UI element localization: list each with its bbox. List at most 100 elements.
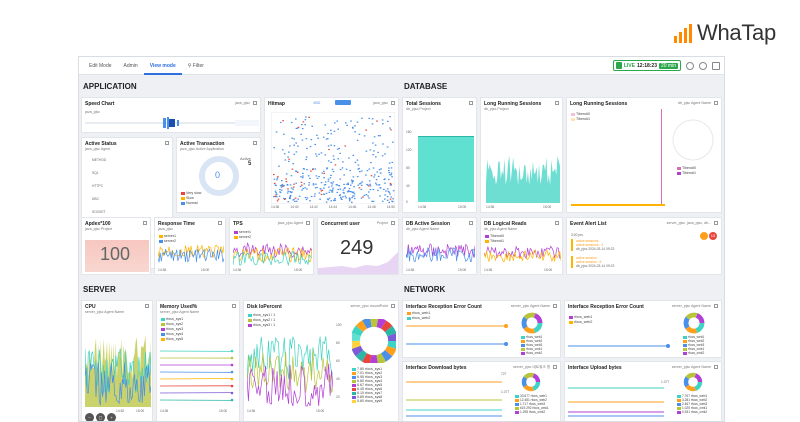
hitmap-point [334, 199, 337, 201]
time-range-badge[interactable]: 20 min [658, 62, 678, 69]
long-running-chart[interactable] [486, 153, 560, 203]
hitmap-point [303, 183, 306, 185]
hitmap-point [309, 200, 311, 202]
expand-icon[interactable] [391, 101, 395, 105]
whatap-logo: WhaTap [674, 20, 776, 46]
tab-edit-mode[interactable]: Edit Mode [89, 62, 112, 69]
expand-icon[interactable] [469, 221, 473, 225]
expand-icon[interactable] [253, 101, 257, 105]
expand-icon[interactable] [469, 101, 473, 105]
expand-icon[interactable] [714, 304, 718, 308]
legend-web2: rfocs_web2 [407, 316, 430, 320]
hitmap-point [320, 193, 323, 195]
expand-icon[interactable] [714, 101, 718, 105]
expand-icon[interactable] [145, 304, 149, 308]
disk-io-donut[interactable] [352, 319, 396, 363]
interface-error-chart[interactable] [568, 326, 678, 350]
hitmap-point [289, 196, 291, 199]
hitmap-point [348, 188, 351, 190]
response-time-chart[interactable] [158, 244, 224, 266]
network-list-item: rfocs_cmk2 [683, 351, 704, 355]
cpu-chart[interactable] [85, 331, 151, 407]
alert-item[interactable]: active sessions active sessions : 3 db_p… [571, 239, 691, 251]
hitmap-point [309, 146, 312, 148]
expand-icon[interactable] [143, 221, 147, 225]
hitmap-point [305, 156, 308, 158]
hitmap-point [380, 168, 382, 170]
interface-upload-chart[interactable] [568, 378, 678, 420]
legend-sys5: rfocs_sys5 [161, 337, 183, 341]
hitmap-point [360, 184, 363, 186]
hitmap-point [292, 199, 295, 201]
disk-io-list: 7.80 rfocs_sys1 7.01 rfocs_sys2 6.95 rfocs… [352, 367, 382, 403]
hitmap-point [274, 190, 277, 192]
hitmap-point [300, 133, 302, 135]
donut-segment [521, 372, 541, 392]
hitmap-point [392, 201, 394, 203]
expand-icon[interactable] [218, 221, 222, 225]
tps-chart[interactable] [233, 242, 312, 266]
zoom-in-icon[interactable]: + [107, 413, 116, 421]
hitmap-point [315, 175, 318, 177]
y-tick: 100 [336, 323, 342, 327]
hitmap-point [353, 197, 356, 200]
disk-io-chart[interactable] [247, 331, 333, 407]
interface-download-chart[interactable] [406, 378, 516, 420]
tab-view-mode[interactable]: View mode [143, 57, 182, 75]
hitmap-point [286, 184, 289, 186]
hitmap-point [318, 176, 320, 178]
pause-icon[interactable] [615, 62, 622, 69]
expand-icon[interactable] [232, 304, 236, 308]
hitmap-point [302, 121, 305, 123]
expand-icon[interactable] [555, 221, 559, 225]
expand-icon[interactable] [391, 221, 395, 225]
db-active-session-chart[interactable] [406, 242, 475, 266]
panel-sub: db_pjsc Agent Name [406, 227, 440, 231]
hitmap-point [283, 133, 285, 135]
panel-sub: db_pjsc Agent Name [484, 227, 518, 231]
interface-upload-donut[interactable] [683, 372, 703, 392]
zoom-out-icon[interactable]: − [85, 413, 94, 421]
expand-icon[interactable] [165, 141, 169, 145]
hitmap-xaxis: 14:36 14:40 14:42 14:44 14:46 14:48 14:5… [271, 205, 395, 209]
panel-title: Memory Used% [160, 304, 198, 310]
hitmap-point [346, 183, 348, 185]
hitmap-point [340, 196, 342, 198]
hitmap-plot[interactable] [271, 112, 395, 204]
hitmap-point [332, 170, 335, 173]
interface-download-donut[interactable] [521, 372, 541, 392]
tab-admin[interactable]: Admin [123, 62, 138, 69]
interface-error-chart[interactable] [406, 322, 516, 348]
alert-item[interactable]: active session active session : 5 db_pjs… [571, 256, 691, 268]
settings-icon[interactable] [686, 61, 694, 70]
active-transaction-donut [199, 156, 239, 196]
memory-chart[interactable] [160, 343, 238, 407]
interface-error-donut[interactable] [521, 312, 543, 334]
hitmap-toggle[interactable] [335, 100, 351, 105]
hitmap-point [392, 141, 394, 143]
expand-icon[interactable] [714, 365, 718, 369]
hitmap-point [369, 185, 372, 187]
filter-button[interactable]: ⚲ Filter [182, 57, 210, 75]
expand-icon[interactable] [714, 221, 718, 225]
expand-icon[interactable] [306, 221, 310, 225]
expand-icon[interactable] [391, 304, 395, 308]
alert-count-badge[interactable]: 13 [709, 232, 717, 240]
fit-icon[interactable]: ▢ [96, 413, 105, 421]
total-sessions-area[interactable] [418, 136, 474, 202]
hitmap-point [336, 120, 338, 122]
expand-icon[interactable] [555, 101, 559, 105]
status-row-httpc: HTTPC [92, 184, 103, 188]
gear-icon[interactable] [699, 61, 707, 70]
live-time-control[interactable]: LIVE 12:18:23 20 min [612, 60, 681, 71]
legend-sys1: rfocs_sys1 [161, 317, 183, 321]
interface-error-donut[interactable] [683, 312, 705, 334]
grid-icon[interactable] [712, 61, 720, 70]
expand-icon[interactable] [553, 365, 557, 369]
expand-icon[interactable] [553, 304, 557, 308]
db-logical-reads-chart[interactable] [484, 245, 561, 266]
hitmap-point [333, 158, 335, 160]
hitmap-point [279, 185, 282, 187]
expand-icon[interactable] [253, 141, 257, 145]
hitmap-point [287, 190, 289, 192]
